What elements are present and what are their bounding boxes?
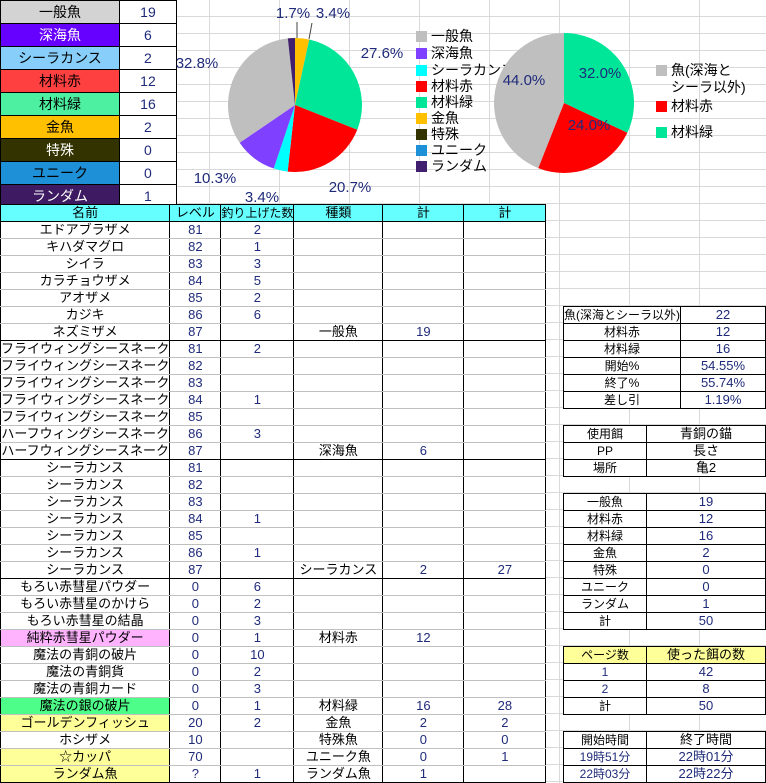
svg-text:24.0%: 24.0% <box>568 117 611 134</box>
svg-text:材料緑: 材料緑 <box>671 124 713 140</box>
svg-text:20.7%: 20.7% <box>329 179 372 196</box>
svg-text:44.0%: 44.0% <box>503 72 546 89</box>
svg-text:10.3%: 10.3% <box>194 170 237 187</box>
svg-text:32.8%: 32.8% <box>176 55 219 72</box>
svg-text:深海魚: 深海魚 <box>431 45 473 61</box>
svg-text:一般魚: 一般魚 <box>431 28 473 44</box>
svg-text:ユニーク: ユニーク <box>431 142 487 158</box>
svg-text:特殊: 特殊 <box>431 126 459 142</box>
svg-text:ランダム: ランダム <box>431 158 487 174</box>
svg-text:材料赤: 材料赤 <box>431 78 473 94</box>
svg-text:27.6%: 27.6% <box>361 45 404 62</box>
svg-text:シーラ以外): シーラ以外) <box>671 79 746 95</box>
svg-text:1.7%: 1.7% <box>276 5 310 22</box>
svg-text:3.4%: 3.4% <box>316 5 350 22</box>
svg-text:材料赤: 材料赤 <box>671 98 713 114</box>
svg-text:金魚: 金魚 <box>431 110 459 126</box>
svg-text:32.0%: 32.0% <box>579 65 622 82</box>
svg-text:魚(深海と: 魚(深海と <box>671 62 732 78</box>
svg-text:材料緑: 材料緑 <box>431 94 473 110</box>
